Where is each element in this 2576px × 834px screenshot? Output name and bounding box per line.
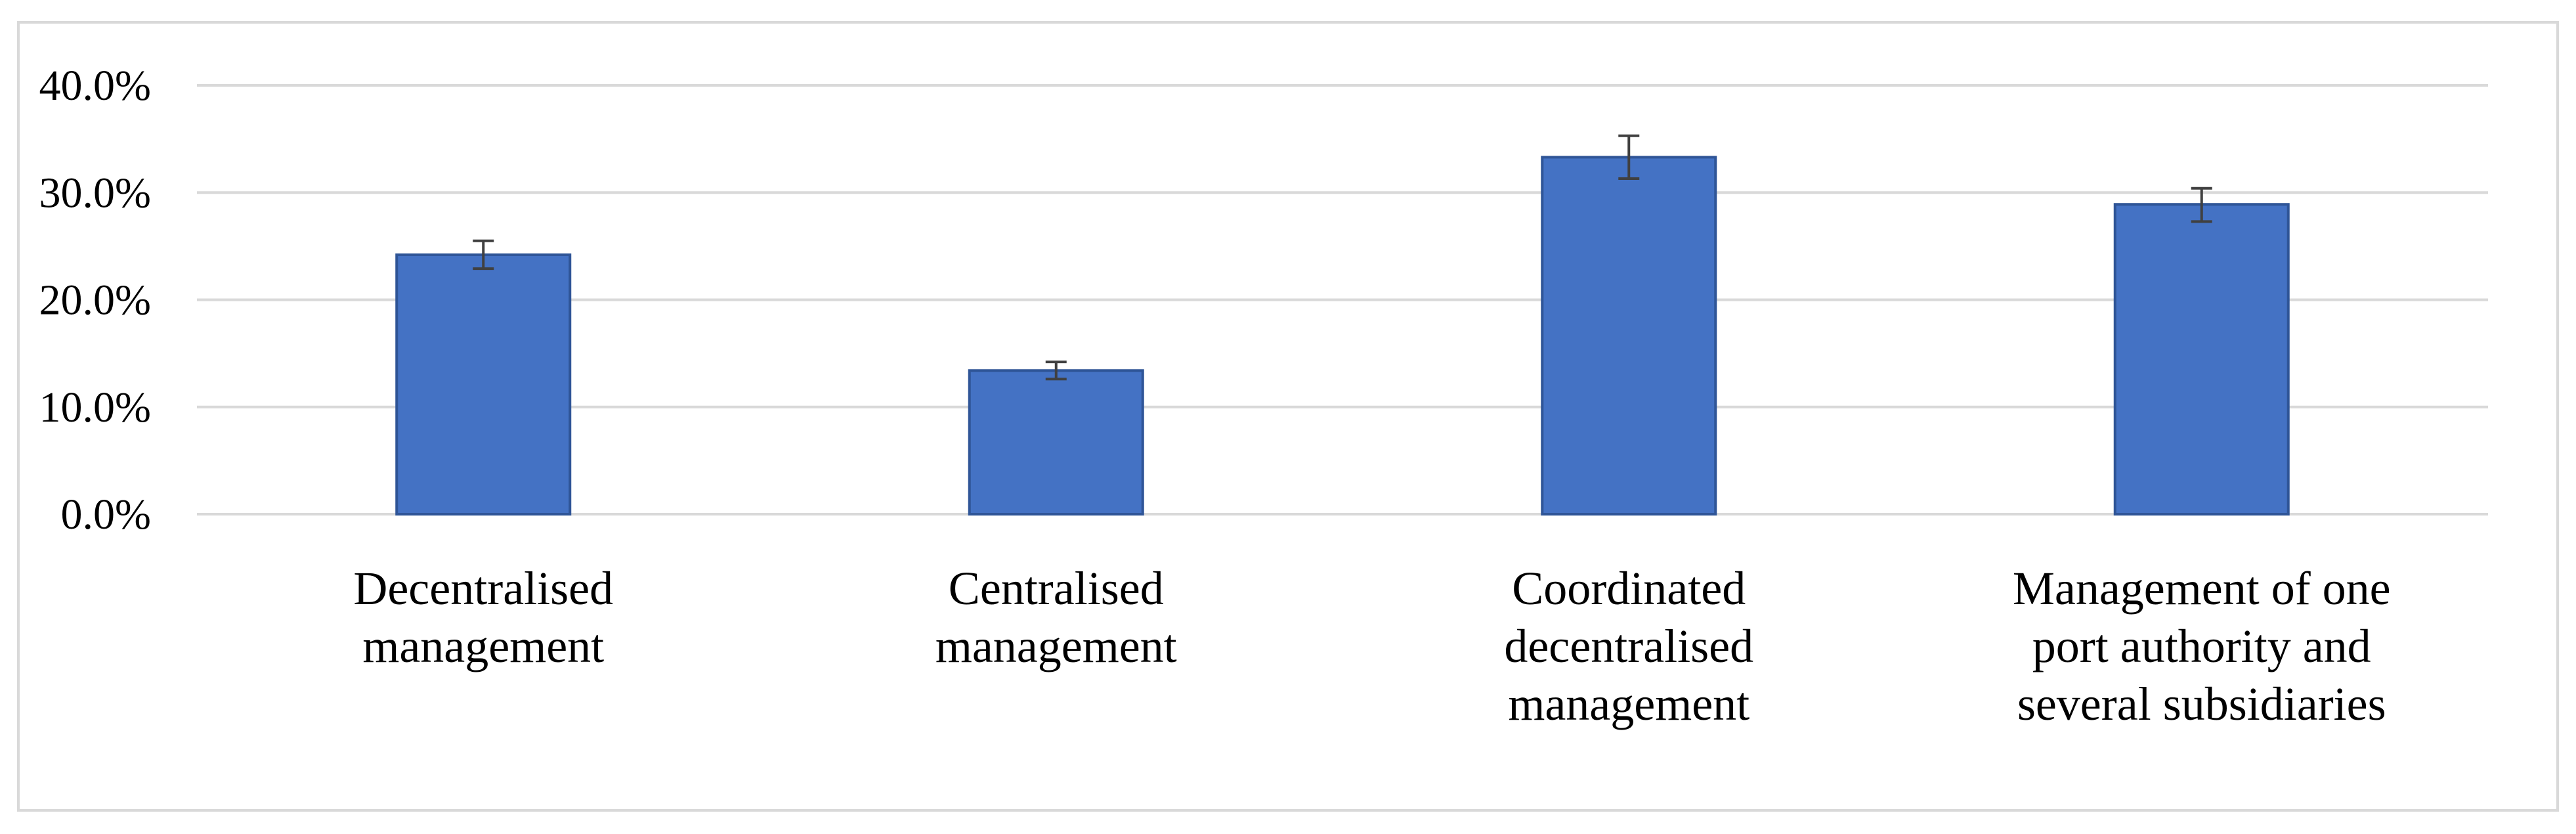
x-category-label-3-line-2: several subsidiaries bbox=[2017, 678, 2386, 730]
x-category-label-2-line-1: decentralised bbox=[1504, 620, 1753, 672]
x-category-label-3-line-1: port authority and bbox=[2032, 620, 2371, 672]
x-category-label-0-line-1: management bbox=[362, 620, 604, 672]
x-category-label-0-line-0: Decentralised bbox=[353, 562, 613, 615]
y-tick-label-4: 40.0% bbox=[39, 62, 151, 110]
y-axis-tick-labels: 0.0% 10.0% 20.0% 30.0% 40.0% bbox=[39, 62, 151, 538]
x-category-label-1-line-0: Centralised bbox=[949, 562, 1164, 615]
bar-2 bbox=[1541, 156, 1717, 516]
error-bar-1 bbox=[1045, 361, 1067, 381]
x-category-label-3: Management of one port authority and sever… bbox=[2013, 562, 2391, 730]
chart-frame bbox=[17, 21, 2559, 812]
grid-lines bbox=[197, 84, 2488, 516]
error-bar-2 bbox=[1618, 134, 1640, 181]
x-category-label-2-line-2: management bbox=[1508, 678, 1750, 730]
error-bar-3 bbox=[2191, 187, 2212, 223]
x-category-label-2-line-0: Coordinated bbox=[1512, 562, 1746, 615]
x-category-label-1: Centralised management bbox=[935, 562, 1177, 672]
error-bars bbox=[473, 134, 2212, 381]
error-bar-0 bbox=[473, 239, 494, 271]
y-tick-label-0: 0.0% bbox=[61, 491, 151, 538]
y-tick-label-2: 20.0% bbox=[39, 276, 151, 324]
bar-1 bbox=[968, 369, 1144, 516]
x-category-label-0: Decentralised management bbox=[353, 562, 613, 672]
y-tick-label-1: 10.0% bbox=[39, 384, 151, 431]
x-category-label-1-line-1: management bbox=[935, 620, 1177, 672]
bar-3 bbox=[2113, 203, 2290, 516]
bars bbox=[395, 156, 2290, 516]
y-tick-label-3: 30.0% bbox=[39, 169, 151, 217]
x-category-label-3-line-0: Management of one bbox=[2013, 562, 2391, 615]
bar-0 bbox=[395, 253, 572, 516]
x-category-label-2: Coordinated decentralised management bbox=[1504, 562, 1753, 730]
